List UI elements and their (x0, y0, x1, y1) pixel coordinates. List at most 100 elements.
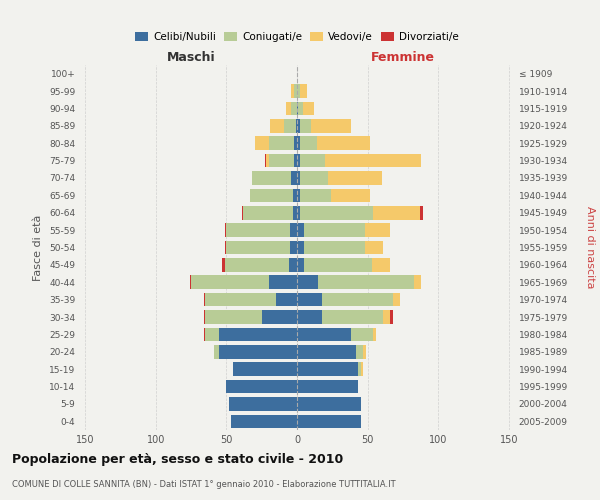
Bar (298, 102, 302, 115)
Bar (300, 84, 307, 98)
Y-axis label: Fasce di età: Fasce di età (34, 214, 43, 280)
Bar (250, 188, 293, 202)
Bar (325, 154, 421, 168)
Bar (292, 102, 297, 115)
Bar (361, 362, 364, 376)
Bar (293, 188, 297, 202)
Bar (300, 154, 325, 168)
Bar (289, 258, 297, 272)
Bar (297, 119, 300, 132)
Bar (252, 171, 292, 185)
Bar (244, 206, 293, 220)
Bar (230, 414, 297, 428)
Bar (297, 380, 358, 394)
Bar (383, 310, 390, 324)
Bar (304, 224, 365, 237)
Bar (297, 136, 300, 150)
Bar (233, 362, 297, 376)
Bar (297, 310, 322, 324)
Bar (300, 206, 373, 220)
Bar (225, 224, 226, 237)
Bar (286, 102, 292, 115)
Bar (420, 206, 423, 220)
Bar (270, 119, 284, 132)
Bar (266, 154, 269, 168)
Bar (297, 188, 300, 202)
Bar (297, 84, 300, 98)
Bar (356, 345, 364, 358)
Bar (300, 119, 311, 132)
Bar (297, 154, 300, 168)
Bar (191, 276, 269, 289)
Bar (225, 258, 289, 272)
Bar (365, 224, 390, 237)
Bar (328, 171, 382, 185)
Bar (242, 206, 244, 220)
Bar (317, 136, 370, 150)
Bar (229, 397, 297, 410)
Bar (269, 276, 297, 289)
Bar (205, 310, 262, 324)
Bar (219, 345, 297, 358)
Bar (219, 328, 297, 341)
Bar (290, 224, 297, 237)
Bar (284, 119, 296, 132)
Text: Maschi: Maschi (167, 51, 215, 64)
Bar (226, 240, 290, 254)
Text: Femmine: Femmine (371, 51, 435, 64)
Bar (296, 119, 297, 132)
Bar (294, 84, 297, 98)
Bar (225, 240, 226, 254)
Bar (297, 258, 304, 272)
Bar (364, 345, 366, 358)
Bar (269, 154, 294, 168)
Bar (222, 258, 225, 272)
Bar (373, 206, 420, 220)
Bar (300, 171, 328, 185)
Bar (226, 224, 290, 237)
Bar (204, 310, 205, 324)
Bar (214, 345, 219, 358)
Bar (318, 276, 414, 289)
Bar (205, 328, 219, 341)
Bar (265, 154, 266, 168)
Bar (302, 102, 314, 115)
Bar (350, 328, 373, 341)
Bar (294, 154, 297, 168)
Bar (204, 328, 205, 341)
Bar (297, 276, 318, 289)
Bar (390, 310, 393, 324)
Bar (262, 310, 297, 324)
Bar (297, 414, 361, 428)
Bar (331, 188, 370, 202)
Bar (297, 102, 298, 115)
Bar (297, 240, 304, 254)
Bar (297, 362, 358, 376)
Y-axis label: Anni di nascita: Anni di nascita (584, 206, 595, 289)
Bar (293, 206, 297, 220)
Text: Popolazione per età, sesso e stato civile - 2010: Popolazione per età, sesso e stato civil… (12, 452, 343, 466)
Bar (322, 310, 383, 324)
Bar (373, 328, 376, 341)
Legend: Celibi/Nubili, Coniugati/e, Vedovi/e, Divorziati/e: Celibi/Nubili, Coniugati/e, Vedovi/e, Di… (131, 28, 463, 46)
Bar (304, 240, 365, 254)
Bar (297, 397, 361, 410)
Bar (290, 240, 297, 254)
Bar (292, 84, 294, 98)
Bar (297, 328, 350, 341)
Bar (393, 293, 400, 306)
Bar (322, 293, 393, 306)
Bar (204, 293, 205, 306)
Bar (269, 136, 294, 150)
Bar (365, 240, 383, 254)
Bar (300, 188, 331, 202)
Bar (304, 258, 372, 272)
Bar (294, 136, 297, 150)
Bar (297, 345, 356, 358)
Bar (276, 293, 297, 306)
Bar (358, 362, 361, 376)
Bar (311, 119, 350, 132)
Bar (205, 293, 276, 306)
Bar (292, 171, 297, 185)
Bar (297, 206, 300, 220)
